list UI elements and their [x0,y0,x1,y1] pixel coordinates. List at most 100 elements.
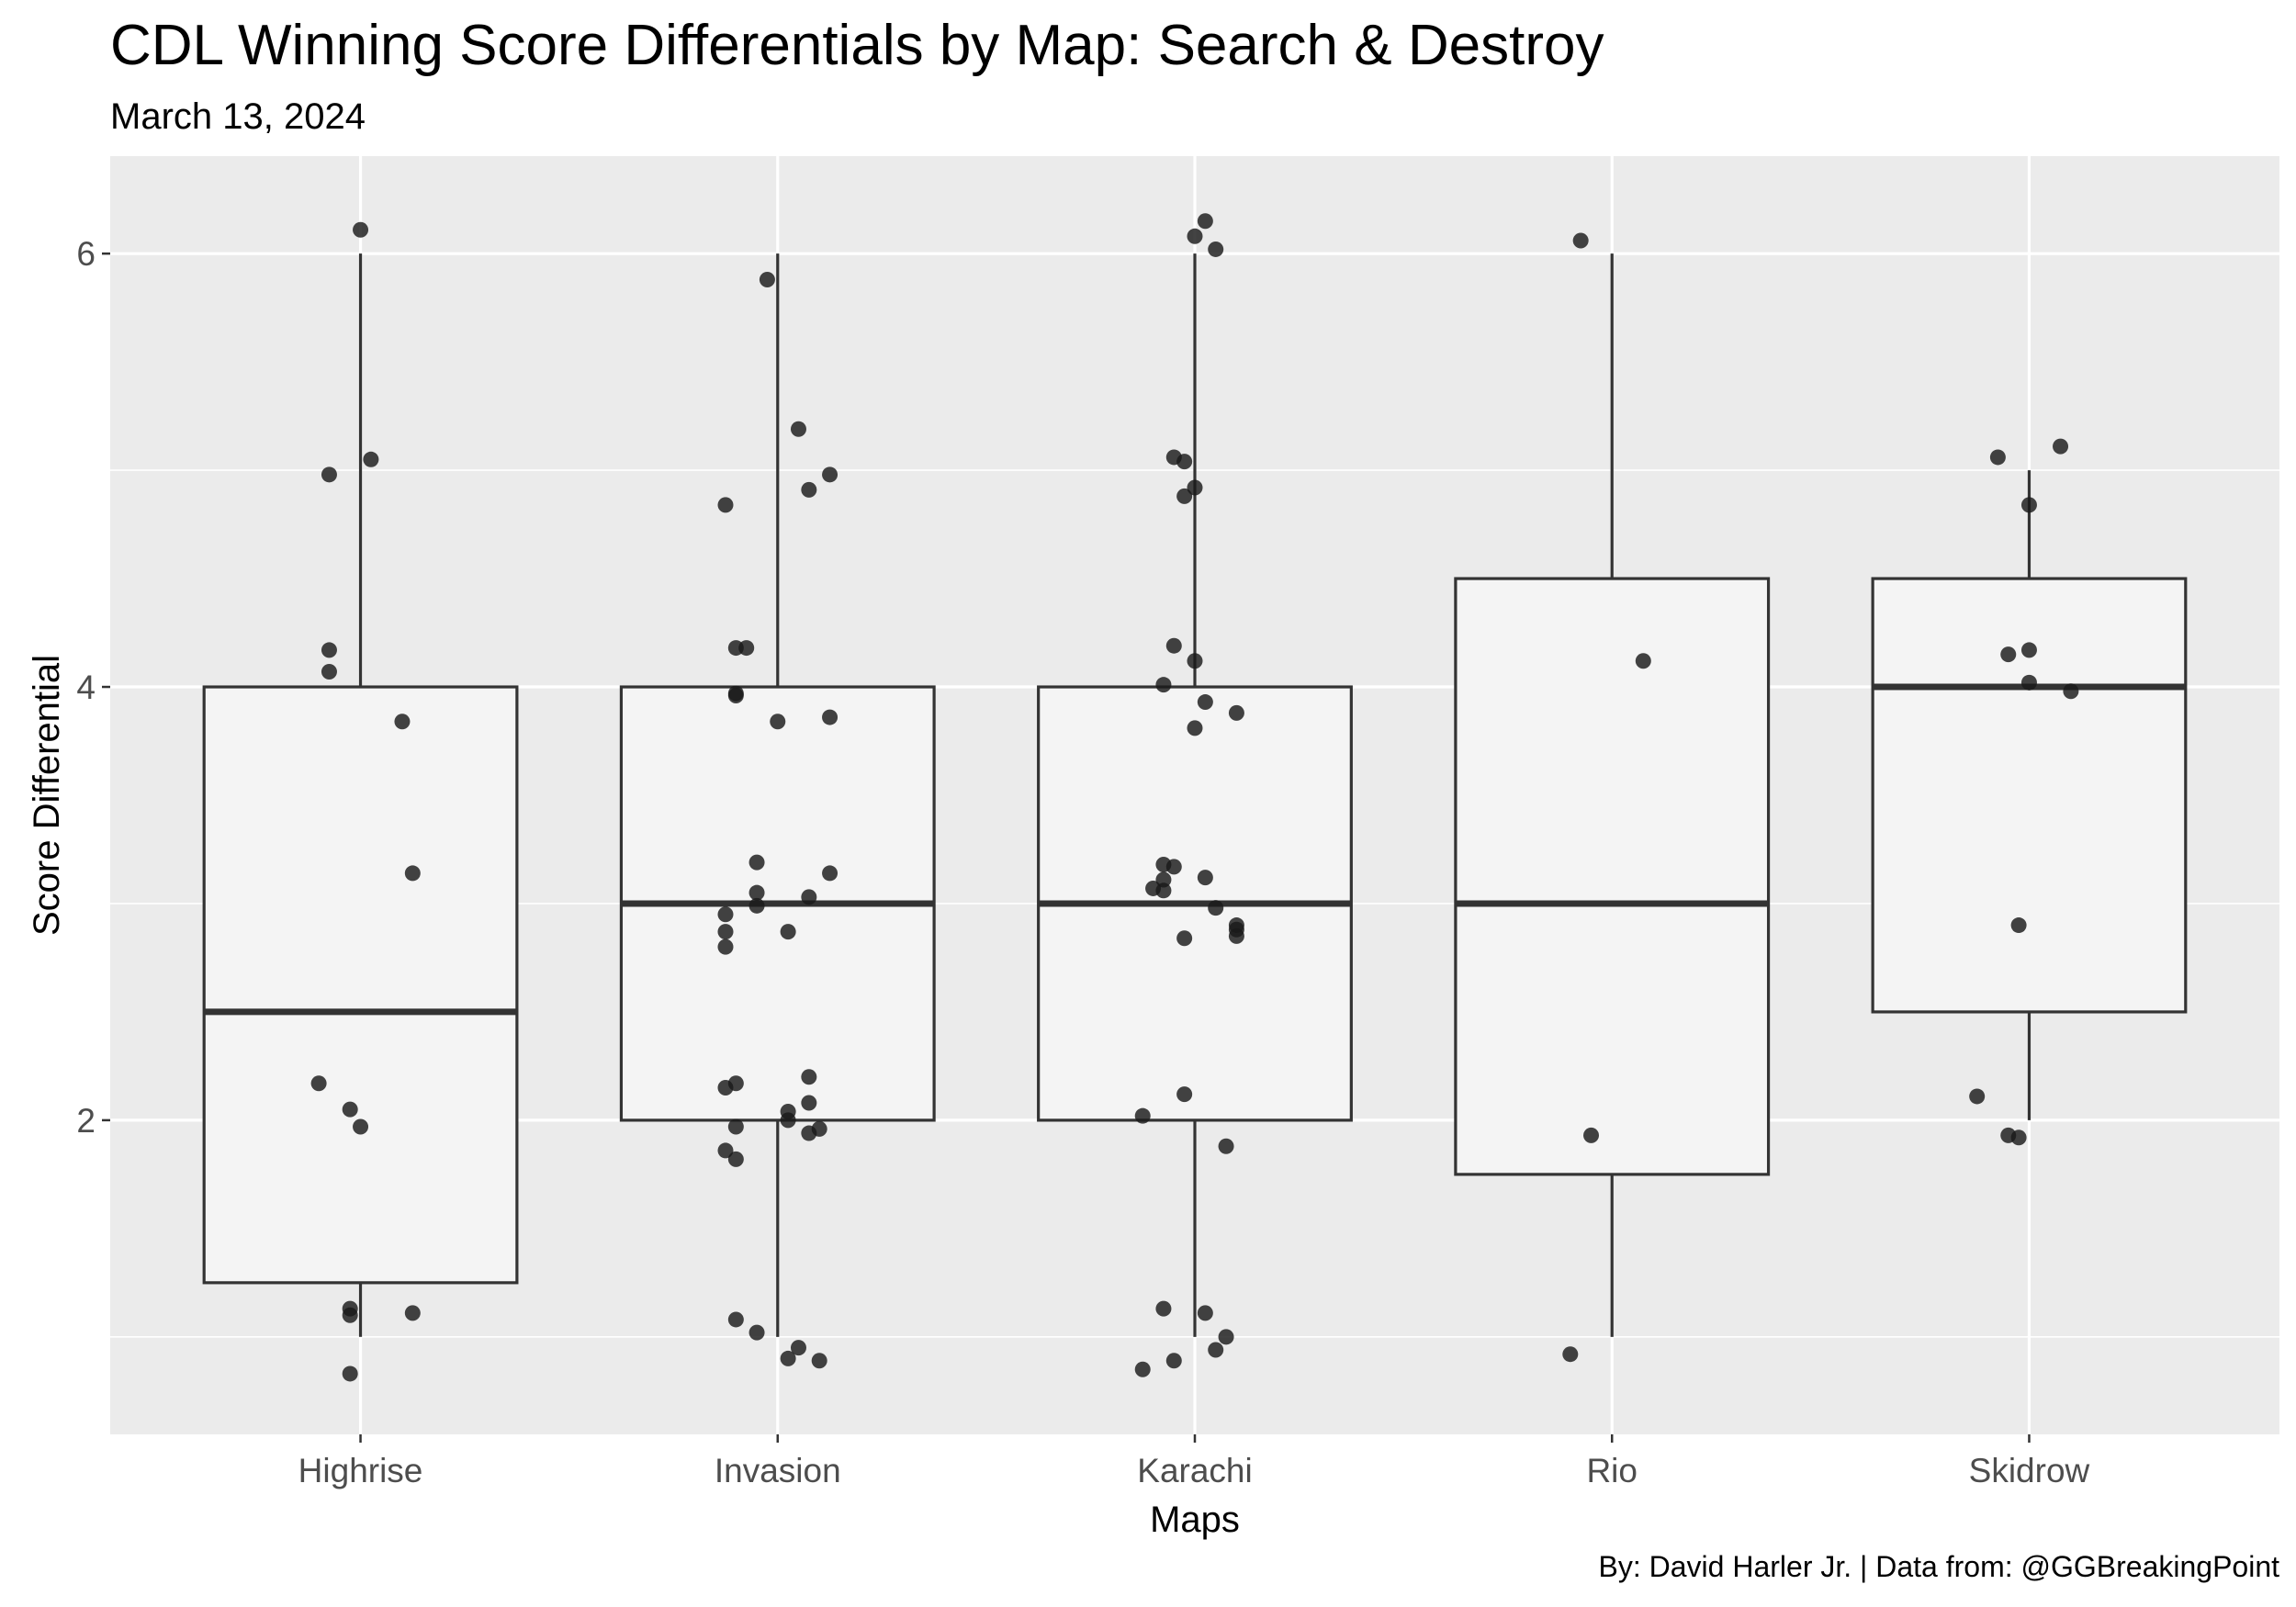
boxplot-rio [1454,253,1771,1337]
x-tick-label-highrise: Highrise [298,1452,423,1489]
data-point-invasion [748,854,765,871]
data-point-highrise [353,1118,369,1135]
y-tick-label: 4 [76,669,96,706]
x-tick-label-rio: Rio [1586,1452,1638,1489]
y-axis-title: Score Differential [27,655,67,936]
data-point-karachi [1208,900,1224,916]
data-point-skidrow [2063,683,2079,700]
data-point-invasion [822,865,838,882]
data-point-invasion [780,1350,796,1366]
data-point-highrise [363,451,379,467]
data-point-invasion [748,1324,765,1341]
data-point-karachi [1218,1138,1234,1154]
data-point-highrise [394,714,411,730]
data-point-invasion [717,1080,734,1096]
data-point-karachi [1155,677,1172,693]
data-point-invasion [780,924,796,940]
data-point-invasion [811,1353,827,1369]
data-point-invasion [822,709,838,725]
iqr-box [202,685,519,1285]
data-point-invasion [822,466,838,483]
data-point-karachi [1155,882,1172,899]
data-point-invasion [738,640,755,657]
data-point-highrise [321,642,337,658]
data-point-invasion [790,1340,806,1356]
data-point-invasion [717,1142,734,1159]
data-point-invasion [780,1112,796,1129]
data-point-invasion [727,685,744,702]
data-point-rio [1583,1127,1600,1143]
data-point-invasion [717,938,734,955]
x-axis-title: Maps [1150,1500,1240,1540]
data-point-highrise [353,221,369,238]
data-point-invasion [759,271,775,287]
data-point-karachi [1176,930,1193,947]
data-point-invasion [727,1311,744,1328]
data-point-skidrow [2000,646,2017,663]
data-point-skidrow [2020,674,2037,691]
data-point-highrise [321,664,337,680]
data-point-invasion [770,714,786,730]
data-point-karachi [1155,871,1172,888]
chart-title: CDL Winning Score Differentials by Map: … [110,14,1604,77]
data-point-skidrow [2020,642,2037,658]
data-point-karachi [1155,1300,1172,1317]
data-point-highrise [342,1365,358,1382]
data-point-karachi [1187,653,1203,669]
data-point-karachi [1134,1107,1151,1124]
y-tick-label: 2 [76,1102,96,1140]
data-point-highrise [321,466,337,483]
data-point-karachi [1187,228,1203,244]
boxplot-karachi [1037,253,1353,1337]
boxplot-highrise [202,253,519,1337]
data-point-invasion [717,497,734,513]
data-point-karachi [1176,454,1193,470]
data-point-highrise [404,1305,421,1321]
data-point-rio [1572,232,1589,249]
iqr-box [1454,577,1771,1176]
data-point-invasion [801,481,817,498]
data-point-invasion [748,897,765,914]
boxplot-invasion [619,253,936,1337]
data-point-highrise [342,1101,358,1118]
data-point-karachi [1197,694,1213,711]
data-point-invasion [717,906,734,923]
data-point-invasion [790,421,806,437]
data-point-karachi [1165,637,1182,654]
x-tick-label-invasion: Invasion [715,1452,841,1489]
data-point-skidrow [1989,449,2006,466]
data-point-karachi [1197,213,1213,230]
data-point-skidrow [2020,497,2037,513]
data-point-invasion [801,1125,817,1141]
data-point-invasion [801,889,817,905]
x-tick-label-karachi: Karachi [1137,1452,1252,1489]
data-point-karachi [1197,1305,1213,1321]
chart-caption: By: David Harler Jr. | Data from: @GGBre… [1599,1550,2280,1583]
data-point-karachi [1218,1329,1234,1345]
jitter-points [310,213,2079,1382]
data-point-karachi [1176,488,1193,504]
data-point-karachi [1176,1086,1193,1103]
data-point-highrise [404,865,421,882]
data-point-karachi [1208,1342,1224,1358]
axes: 2 4 6 Highrise Invasion Karachi Rio Skidrow [76,235,2089,1489]
data-point-invasion [717,924,734,940]
data-point-skidrow [2010,1129,2027,1146]
data-point-karachi [1165,1353,1182,1369]
data-point-skidrow [1969,1088,1986,1105]
data-point-skidrow [2053,438,2069,455]
data-point-karachi [1228,704,1244,721]
data-point-invasion [727,1118,744,1135]
data-point-karachi [1208,241,1224,257]
data-point-rio [1562,1346,1579,1363]
data-point-karachi [1228,927,1244,944]
data-point-invasion [748,884,765,901]
data-point-karachi [1187,479,1203,496]
data-point-karachi [1134,1361,1151,1377]
data-point-karachi [1165,859,1182,875]
chart-subtitle: March 13, 2024 [110,96,366,137]
data-point-karachi [1187,720,1203,736]
data-point-invasion [801,1095,817,1111]
data-point-invasion [801,1069,817,1085]
